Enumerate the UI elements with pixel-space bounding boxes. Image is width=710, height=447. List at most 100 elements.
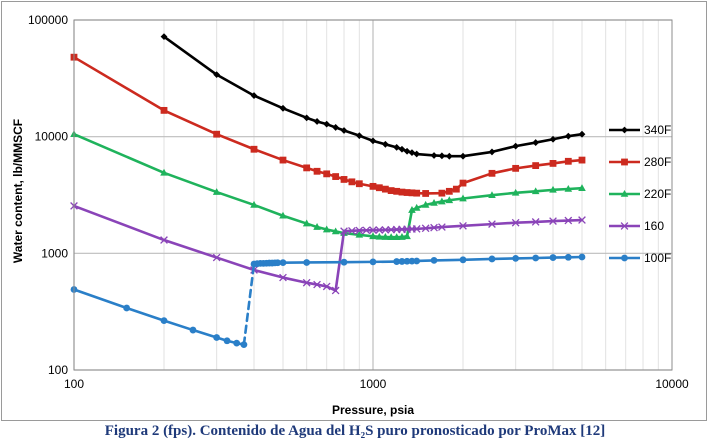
x-marker-stroke <box>279 273 287 282</box>
y-tick-label: 10000 <box>35 130 69 144</box>
data-point <box>549 135 557 143</box>
legend-marker <box>620 190 629 197</box>
data-point <box>488 255 496 263</box>
y-tick-label: 100000 <box>28 13 68 27</box>
series-segment <box>490 257 517 261</box>
data-point <box>381 233 390 240</box>
series-segment <box>315 283 328 288</box>
data-point <box>240 341 248 349</box>
x-marker-stroke <box>381 225 390 234</box>
data-point <box>340 176 348 183</box>
data-point <box>274 259 282 267</box>
data-point <box>549 160 557 167</box>
data-point <box>340 227 348 235</box>
data-point <box>212 188 221 195</box>
legend-marker <box>621 254 628 262</box>
data-point <box>223 337 231 345</box>
data-point <box>302 219 311 227</box>
data-point <box>160 33 168 41</box>
series-segment <box>440 224 465 229</box>
data-point <box>279 156 287 164</box>
data-point <box>512 142 520 150</box>
data-point <box>369 258 377 266</box>
data-point <box>340 258 348 266</box>
data-point <box>408 189 416 197</box>
data-point <box>303 114 311 122</box>
data-point <box>398 188 406 196</box>
data-point <box>355 230 364 238</box>
data-point <box>488 169 496 177</box>
data-point <box>313 280 321 289</box>
series-segment <box>252 268 285 279</box>
data-point <box>331 227 340 235</box>
series-segment <box>534 188 555 193</box>
data-point <box>549 185 557 193</box>
series-segment <box>534 137 555 144</box>
data-point <box>403 147 411 155</box>
data-point <box>488 148 496 156</box>
series-segment <box>490 221 517 226</box>
data-point <box>160 106 168 114</box>
data-point <box>438 152 446 160</box>
x-marker-stroke <box>459 221 467 230</box>
y-tick-label: 100 <box>48 363 68 377</box>
series-segment <box>490 167 517 175</box>
series-segment <box>342 129 361 137</box>
x-tick-label: 10000 <box>655 377 689 391</box>
x-marker-stroke <box>511 218 520 227</box>
data-point <box>303 164 311 172</box>
x-marker-stroke <box>387 225 396 234</box>
x-marker-stroke <box>362 226 371 235</box>
x-marker-stroke <box>564 216 573 225</box>
data-point <box>445 196 454 204</box>
series-segment <box>461 193 494 200</box>
data-point <box>408 257 416 265</box>
legend-marker <box>621 158 628 166</box>
data-point <box>532 139 540 146</box>
data-point <box>322 225 331 233</box>
x-marker-stroke <box>430 223 438 232</box>
data-point <box>413 189 421 197</box>
data-point <box>430 199 438 206</box>
data-point <box>459 194 467 202</box>
x-marker-stroke <box>578 216 586 224</box>
series-100f <box>70 253 586 349</box>
x-marker-stroke <box>313 280 321 289</box>
legend: 340F 280F 220F 160 100F <box>609 123 671 265</box>
data-point <box>445 187 453 195</box>
data-point <box>250 92 258 99</box>
series-segment <box>281 107 308 120</box>
series-segment <box>281 214 308 225</box>
data-point <box>578 130 586 138</box>
x-tick-label: 1000 <box>360 377 387 391</box>
data-point <box>348 226 356 235</box>
data-point <box>340 127 348 134</box>
x-marker-stroke <box>488 220 496 228</box>
data-point <box>398 145 406 153</box>
legend-marker <box>621 126 628 134</box>
legend-entry-220f: 220F <box>609 187 671 201</box>
series-segment <box>514 141 537 148</box>
series-segment <box>461 257 494 262</box>
data-point <box>160 168 168 176</box>
x-marker-stroke <box>531 218 540 226</box>
data-point <box>279 104 287 112</box>
data-point <box>488 220 496 228</box>
legend-label: 100F <box>644 251 671 265</box>
series-segment <box>415 226 427 231</box>
data-point <box>438 197 446 205</box>
x-marker-stroke <box>322 282 331 291</box>
series-layer <box>70 33 586 349</box>
data-point <box>549 254 557 261</box>
series-segment <box>252 147 285 162</box>
data-point <box>412 203 421 211</box>
water-content-chart: 100 1000 10000 100 1000 10000 100000 340F 280F 2… <box>11 13 689 417</box>
series-segment <box>514 190 537 195</box>
data-point <box>393 143 401 151</box>
data-point <box>403 257 411 265</box>
data-point <box>313 223 321 230</box>
series-segment <box>215 190 256 207</box>
data-point <box>512 164 520 172</box>
data-point <box>369 182 377 190</box>
series-segment <box>162 319 195 332</box>
